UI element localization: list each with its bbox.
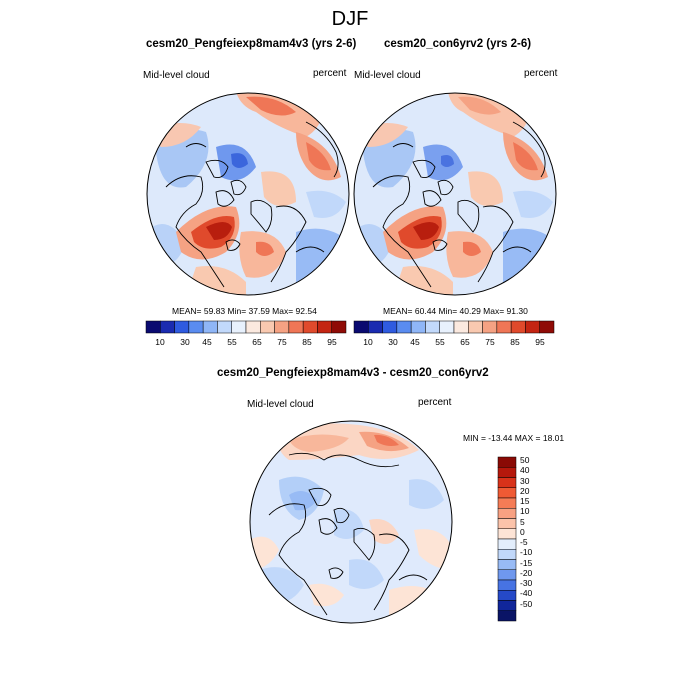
cb2-cell-12 <box>525 320 540 334</box>
cb1-cell-7 <box>245 320 261 334</box>
cb2-cell-8 <box>468 320 483 334</box>
cb1-cell-2 <box>174 320 190 334</box>
cb1-label-3: 55 <box>227 337 237 347</box>
cb3-cell-13 <box>497 590 517 601</box>
cb3-cell-8 <box>497 538 517 550</box>
cb2-label-3: 55 <box>435 337 445 347</box>
panel-3-variable-label: Mid-level cloud <box>247 399 314 410</box>
cb1-label-5: 75 <box>277 337 287 347</box>
cb2-label-2: 45 <box>410 337 420 347</box>
cb2-label-5: 75 <box>485 337 495 347</box>
cb3-label-8: -5 <box>520 537 528 547</box>
cb3-label-6: 5 <box>520 517 525 527</box>
panel-2-colorbar-labels: 10 30 45 55 65 75 85 95 <box>354 337 554 349</box>
figure-title: DJF <box>331 8 369 30</box>
cb2-cell-3 <box>396 320 412 334</box>
cb3-cell-6 <box>497 518 517 529</box>
cb3-cell-4 <box>497 497 517 509</box>
panel-3-polar-map <box>249 420 453 624</box>
panel-3-stats: MIN = -13.44 MAX = 18.01 <box>463 433 565 443</box>
cb2-cell-4 <box>410 320 426 334</box>
cb3-label-1: 40 <box>520 465 530 475</box>
cb2-label-1: 30 <box>388 337 398 347</box>
cb3-label-4: 15 <box>520 496 530 506</box>
cb1-label-2: 45 <box>202 337 212 347</box>
panel-2-colorbar <box>353 320 555 334</box>
cb3-cell-5 <box>497 508 517 519</box>
cb2-cell-1 <box>368 320 383 334</box>
cb2-cell-13 <box>539 320 555 334</box>
cb3-label-0: 50 <box>520 455 530 465</box>
cb1-label-4: 65 <box>252 337 262 347</box>
cb1-cell-10 <box>288 320 304 334</box>
cb3-label-3: 20 <box>520 486 530 496</box>
cb3-cell-3 <box>497 487 517 499</box>
cb3-label-13: -40 <box>520 588 533 598</box>
cb3-label-5: 10 <box>520 506 530 516</box>
cb1-label-7: 95 <box>327 337 337 347</box>
panel-1-polar-map <box>146 92 350 296</box>
panel-2-polar-map <box>353 92 557 296</box>
panel-1-units-label: percent <box>313 68 347 79</box>
panel-2-title: cesm20_con6yrv2 (yrs 2-6) <box>384 38 532 50</box>
cb3-label-7: 0 <box>520 527 525 537</box>
panel-1-colorbar <box>145 320 347 334</box>
cb2-label-7: 95 <box>535 337 545 347</box>
cb2-cell-9 <box>482 320 498 334</box>
cb1-cell-13 <box>331 320 347 334</box>
cb2-cell-2 <box>382 320 398 334</box>
cb2-label-4: 65 <box>460 337 470 347</box>
cb1-cell-12 <box>317 320 332 334</box>
panel-1-variable-label: Mid-level cloud <box>143 70 210 81</box>
cb3-cell-14 <box>497 600 517 611</box>
panel-3-colorbar <box>497 456 517 622</box>
cb1-label-6: 85 <box>302 337 312 347</box>
cb1-cell-9 <box>274 320 290 334</box>
cb1-cell-5 <box>217 320 232 334</box>
cb3-label-10: -15 <box>520 558 533 568</box>
cb3-label-14: -50 <box>520 599 533 609</box>
cb1-cell-4 <box>202 320 218 334</box>
cb3-cell-10 <box>497 559 517 570</box>
cb2-cell-6 <box>439 320 455 334</box>
panel-2-units-label: percent <box>524 68 558 79</box>
cb3-label-11: -20 <box>520 568 533 578</box>
cb1-cell-1 <box>160 320 175 334</box>
cb1-cell-8 <box>260 320 275 334</box>
cb3-cell-7 <box>497 528 517 540</box>
cb3-label-9: -10 <box>520 547 533 557</box>
panel-2-stats: MEAN= 60.44 Min= 40.29 Max= 91.30 <box>383 306 528 316</box>
panel-3-colorbar-labels: 50 40 30 20 15 10 5 0 -5 -10 -15 -20 -30… <box>520 455 550 621</box>
cb1-cell-0 <box>145 320 161 334</box>
cb1-cell-6 <box>231 320 247 334</box>
panel-1-colorbar-labels: 10 30 45 55 65 75 85 95 <box>146 337 346 349</box>
cb1-cell-3 <box>188 320 204 334</box>
cb2-cell-5 <box>425 320 440 334</box>
panel-2-variable-label: Mid-level cloud <box>354 70 421 81</box>
cb2-cell-7 <box>453 320 469 334</box>
cb1-label-1: 30 <box>180 337 190 347</box>
panel-3-units-label: percent <box>418 397 452 408</box>
cb3-cell-1 <box>497 467 517 478</box>
cb3-cell-15 <box>497 610 517 622</box>
panel-1-title: cesm20_Pengfeiexp8mam4v3 (yrs 2-6) <box>146 38 357 50</box>
cb2-label-6: 85 <box>510 337 520 347</box>
cb3-cell-0 <box>497 456 517 468</box>
cb3-cell-2 <box>497 477 517 488</box>
panel-1-stats: MEAN= 59.83 Min= 37.59 Max= 92.54 <box>172 306 317 316</box>
cb3-label-2: 30 <box>520 476 530 486</box>
cb2-cell-10 <box>496 320 512 334</box>
cb3-cell-11 <box>497 569 517 581</box>
cb3-cell-9 <box>497 549 517 560</box>
cb3-label-12: -30 <box>520 578 533 588</box>
cb2-cell-0 <box>353 320 369 334</box>
cb1-label-0: 10 <box>155 337 165 347</box>
cb3-cell-12 <box>497 579 517 591</box>
panel-3-title: cesm20_Pengfeiexp8mam4v3 - cesm20_con6yr… <box>217 367 489 379</box>
cb1-cell-11 <box>302 320 318 334</box>
cb2-label-0: 10 <box>363 337 373 347</box>
cb2-cell-11 <box>510 320 526 334</box>
